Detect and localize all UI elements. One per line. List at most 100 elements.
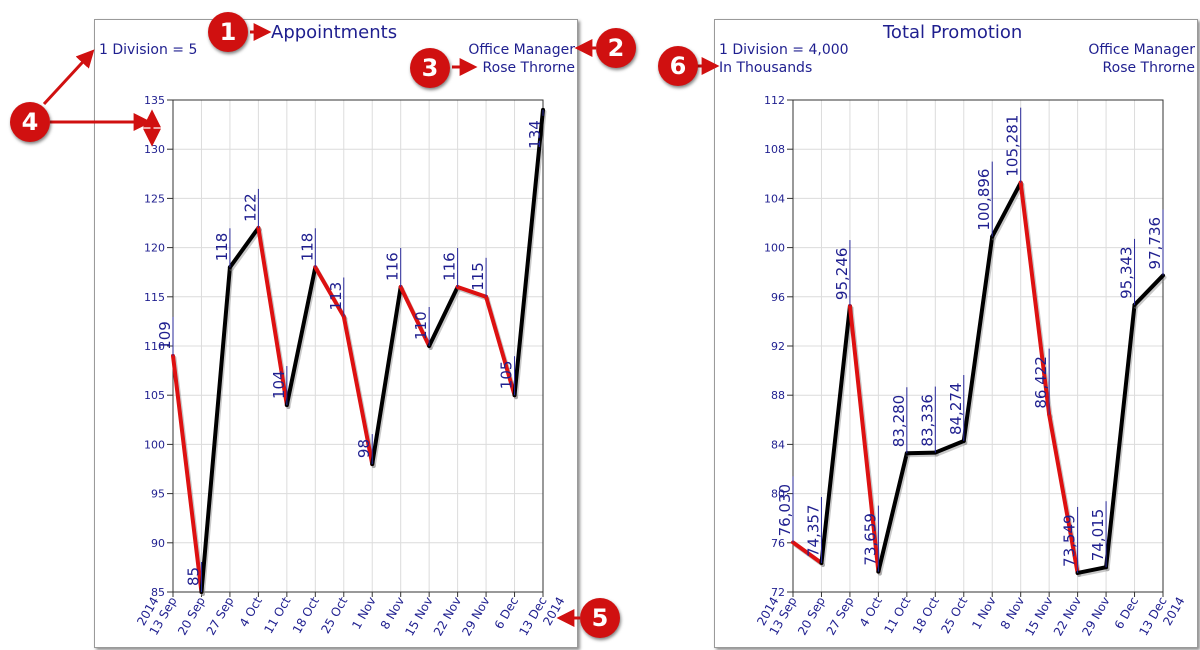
- data-label: 83,280: [890, 395, 908, 448]
- data-label: 74,357: [804, 505, 822, 558]
- line-segment: [427, 284, 460, 348]
- x-tick-label: 8 Nov: [378, 595, 408, 632]
- line-segment: [171, 353, 204, 594]
- data-label: 134: [526, 120, 544, 149]
- y-tick-label: 80: [771, 488, 785, 501]
- line-segment: [227, 225, 261, 270]
- line-segment: [284, 265, 318, 408]
- data-label: 118: [298, 233, 316, 262]
- data-label: 83,336: [918, 394, 936, 447]
- data-label: 95,246: [833, 248, 851, 301]
- callout-badge-5: 5: [580, 598, 620, 638]
- series-line: [791, 180, 1167, 577]
- data-label: 105: [498, 361, 516, 390]
- appointments-panel: Appointments 1 Division = 5 Office Manag…: [94, 19, 578, 648]
- callout-badge-6: 6: [658, 46, 698, 86]
- x-tick-label: 11 Oct: [261, 594, 293, 636]
- line-segment: [455, 284, 489, 299]
- x-tick-label: 11 Oct: [881, 594, 913, 636]
- y-tick-label: 72: [771, 586, 785, 599]
- data-label: 110: [412, 311, 430, 340]
- y-tick-label: 100: [764, 242, 785, 255]
- manager-name: Rose Throrne: [482, 60, 575, 76]
- chart-title: Total Promotion: [883, 22, 1023, 43]
- data-label: 100,896: [975, 169, 993, 231]
- units-note: In Thousands: [719, 60, 813, 76]
- line-segment: [791, 540, 824, 566]
- line-segment: [1018, 180, 1052, 417]
- callout-badge-3: 3: [410, 48, 450, 88]
- line-segment: [484, 294, 517, 398]
- series-line: [171, 107, 547, 596]
- x-tick-label: 27 Sep: [204, 595, 237, 638]
- line-segment: [370, 284, 403, 467]
- line-segment: [819, 304, 852, 566]
- line-segment: [1104, 302, 1137, 570]
- line-segment: [990, 180, 1023, 239]
- line-segment: [847, 304, 881, 574]
- x-tick-label: 1 Nov: [969, 595, 999, 632]
- manager-name: Rose Throrne: [1102, 60, 1195, 76]
- total-promotion-panel: Total Promotion 1 Division = 4,000 In Th…: [714, 19, 1198, 648]
- line-segment-shadow: [991, 182, 1025, 241]
- y-tick-label: 120: [144, 242, 165, 255]
- line-segment: [961, 234, 995, 444]
- data-labels: 109 85 118 122 104 118 113 98 116 110 116 115 105 134: [156, 109, 544, 592]
- callout-badge-4: 4: [10, 102, 50, 142]
- data-label: 97,736: [1146, 217, 1164, 270]
- data-label: 118: [213, 233, 231, 262]
- data-label: 98: [355, 439, 373, 458]
- y-tick-label: 112: [764, 94, 785, 107]
- x-tick-label: 1 Nov: [349, 595, 379, 632]
- division-note: 1 Division = 5: [99, 42, 198, 58]
- y-tick-label: 100: [144, 438, 165, 451]
- line-segment: [876, 451, 909, 574]
- data-label: 105,281: [1004, 115, 1022, 177]
- line-segment: [1047, 412, 1080, 575]
- x-tick-label: 6 Dec: [492, 595, 521, 632]
- line-segment-shadow: [1077, 567, 1110, 577]
- y-tick-label: 90: [151, 537, 165, 550]
- data-label: 76,030: [776, 484, 794, 537]
- division-note: 1 Division = 4,000: [719, 42, 849, 58]
- y-tick-label: 130: [144, 143, 165, 156]
- y-tick-label: 110: [144, 340, 165, 353]
- x-tick-label: 29 Nov: [1079, 595, 1112, 639]
- x-tick-label: 8 Nov: [998, 595, 1028, 632]
- data-label: 84,274: [947, 383, 965, 436]
- manager-title: Office Manager: [1088, 42, 1195, 58]
- y-tick-label: 125: [144, 192, 165, 205]
- y-tick-label: 108: [764, 143, 785, 156]
- y-tick-label: 95: [151, 488, 165, 501]
- y-tick-label: 88: [771, 389, 785, 402]
- callout-badge-1: 1: [208, 12, 248, 52]
- x-tick-label: 18 Oct: [290, 594, 322, 636]
- y-tick-label: 105: [144, 389, 165, 402]
- data-label: 113: [327, 282, 345, 311]
- line-segment: [313, 265, 346, 319]
- grid: [172, 99, 544, 593]
- x-tick-label: 25 Oct: [938, 594, 970, 636]
- y-tick-label: 96: [771, 291, 785, 304]
- y-tick-label: 135: [144, 94, 165, 107]
- data-label: 73,549: [1061, 514, 1079, 567]
- x-tick-label: 25 Oct: [318, 594, 350, 636]
- line-segment: [341, 314, 375, 467]
- chart-title: Appointments: [271, 22, 398, 43]
- x-tick-label: 27 Sep: [824, 595, 857, 638]
- line-segment: [512, 107, 545, 398]
- line-segment-shadow: [428, 286, 462, 350]
- data-labels: 76,030 74,357 95,246 73,659 83,280 83,336 84,2…: [776, 107, 1164, 573]
- data-label: 115: [469, 262, 487, 291]
- data-label: 86,422: [1032, 356, 1050, 409]
- callout-4-arrow-a: [42, 49, 95, 106]
- x-tick-label: 4 Oct: [237, 594, 265, 629]
- line-segment-shadow: [1134, 275, 1167, 309]
- line-segment-shadow: [229, 227, 262, 272]
- manager-title: Office Manager: [468, 42, 575, 58]
- y-tick-label: 76: [771, 537, 785, 550]
- line-segment-shadow: [934, 441, 968, 457]
- y-tick-label: 84: [771, 438, 785, 451]
